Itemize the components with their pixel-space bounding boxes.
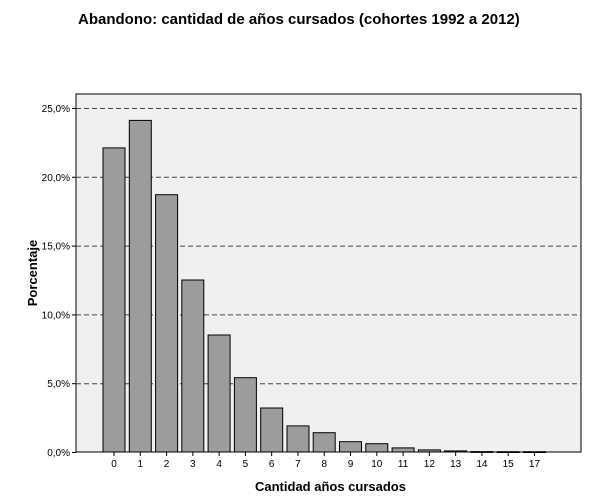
bar [181,279,205,453]
x-tick-label: 15 [503,459,515,470]
bar [286,425,310,453]
y-tick-labels: 0,0% 5,0% 10,0% 15,0% 20,0% 25,0% [42,104,70,459]
y-tick-label: 25,0% [42,104,70,115]
x-tick-label: 6 [269,459,275,470]
x-tick-label: 2 [164,459,170,470]
bar [102,147,126,453]
bar [339,441,362,453]
bar [391,447,415,453]
bar [207,334,231,453]
x-tick-label: 9 [348,459,354,470]
x-tick-label: 1 [137,459,143,470]
x-tick-label: 3 [190,459,196,470]
x-tick-label: 13 [450,459,462,470]
axes [72,108,535,456]
x-axis-title: Cantidad años cursados [255,479,406,494]
x-tick-label: 0 [111,459,117,470]
y-tick-label: 0,0% [47,448,70,459]
x-tick-labels: 0 1 2 3 4 5 6 7 8 9 10 11 12 13 14 15 17 [111,459,540,470]
x-tick-label: 17 [529,459,541,470]
bar [260,407,284,453]
x-tick-label: 12 [424,459,436,470]
bar [233,377,257,453]
x-tick-label: 7 [295,459,301,470]
y-tick-label: 20,0% [42,173,70,184]
x-tick-label: 8 [321,459,327,470]
y-tick-label: 10,0% [42,310,70,321]
x-tick-label: 4 [216,459,222,470]
y-tick-label: 5,0% [47,379,70,390]
bar [312,432,336,453]
bar [155,194,179,453]
bar [444,450,468,453]
x-tick-label: 5 [243,459,249,470]
x-tick-label: 11 [398,459,409,470]
x-tick-label: 10 [371,459,383,470]
chart-title: Abandono: cantidad de años cursados (coh… [78,11,520,28]
y-tick-label: 15,0% [42,242,70,253]
y-axis-title: Porcentaje [25,240,40,306]
bar [365,443,389,453]
bar [128,119,152,453]
bar [417,449,441,453]
x-tick-label: 14 [476,459,488,470]
